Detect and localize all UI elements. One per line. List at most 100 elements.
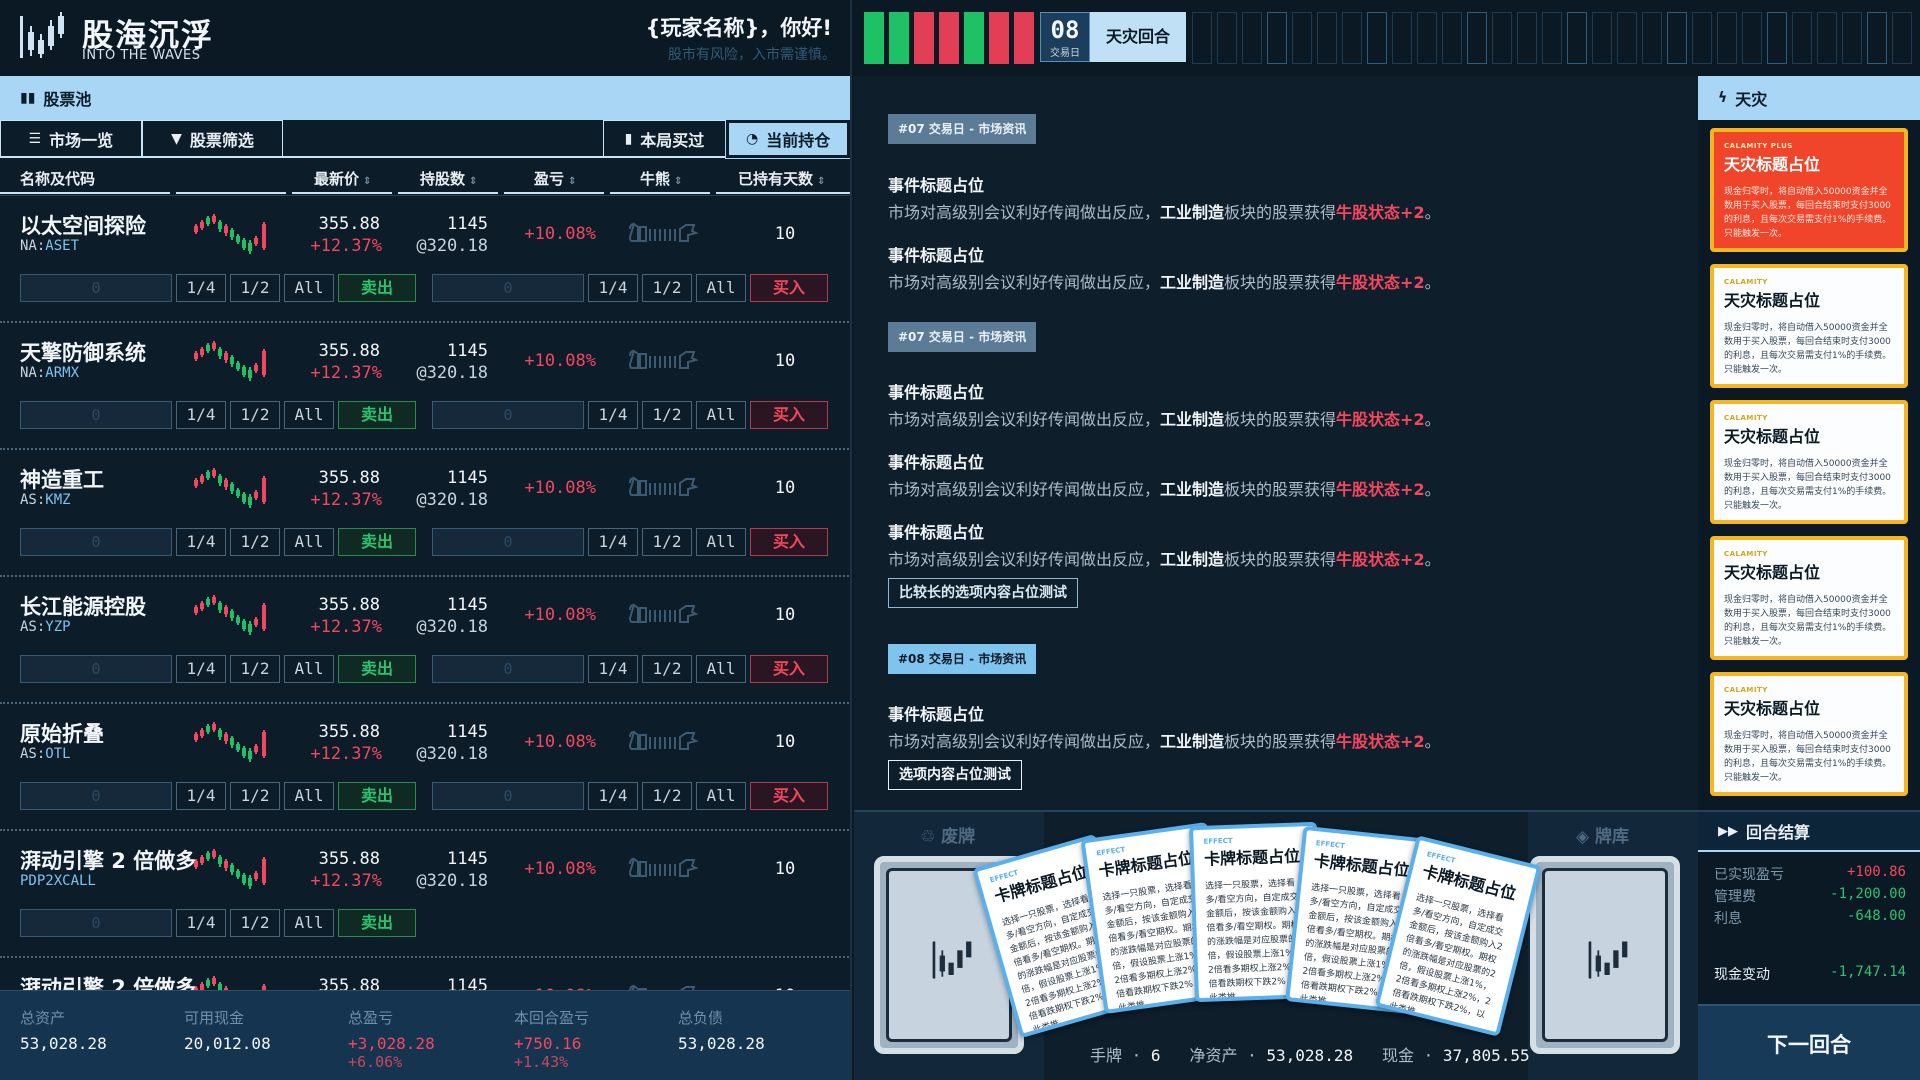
buy-half-button[interactable]: 1/2 <box>642 528 692 556</box>
event-option-button[interactable]: 比较长的选项内容占位测试 <box>888 578 1078 608</box>
sell-amount-input[interactable]: 0 <box>20 909 172 937</box>
deck-label: ◈ 牌库 <box>1576 827 1629 847</box>
stock-row[interactable]: 原始折叠 AS:OTL 355.88 +12.37% 1145 @320.18 … <box>0 704 850 831</box>
sell-all-button[interactable]: All <box>284 401 334 429</box>
buy-half-button[interactable]: 1/2 <box>642 655 692 683</box>
deck-pile[interactable] <box>1530 856 1680 1054</box>
sell-button[interactable]: 卖出 <box>338 401 416 429</box>
col-shares[interactable]: 持股数 ⇕ <box>420 170 478 188</box>
calamity-card[interactable]: CALAMITY 天灾标题占位 现金归零时，将自动借入50000资金并全数用于买… <box>1710 264 1908 388</box>
sell-button[interactable]: 卖出 <box>338 528 416 556</box>
sell-all-button[interactable]: All <box>284 782 334 810</box>
sell-all-button[interactable]: All <box>284 528 334 556</box>
tab-market-overview[interactable]: ☰ 市场一览 <box>0 120 142 158</box>
card-title: 卡牌标题占位 <box>1203 846 1301 869</box>
sell-quarter-button[interactable]: 1/4 <box>176 528 226 556</box>
stat-available-cash: 可用现金 20,012.08 <box>184 1009 271 1053</box>
stock-row[interactable]: 天擎防御系统 NA:ARMX 355.88 +12.37% 1145 @320.… <box>0 323 850 450</box>
buy-quarter-button[interactable]: 1/4 <box>588 655 638 683</box>
buy-half-button[interactable]: 1/2 <box>642 782 692 810</box>
col-name[interactable]: 名称及代码 <box>20 170 96 188</box>
tab-label: 市场一览 <box>49 131 114 150</box>
buy-button[interactable]: 买入 <box>750 401 828 429</box>
stock-change: +12.37% <box>310 744 382 764</box>
calamity-badge: CALAMITY <box>1724 550 1768 558</box>
sell-half-button[interactable]: 1/2 <box>230 401 280 429</box>
buy-amount-input[interactable]: 0 <box>432 528 584 556</box>
sell-half-button[interactable]: 1/2 <box>230 528 280 556</box>
card-hand-area: ♲ 废牌 ◈ 牌库 EFFECT 卡牌标题占位 选择一只股票，选择看多/看空方向… <box>854 810 1698 1080</box>
tab-current-holdings[interactable]: ◔ 当前持仓 <box>725 119 850 159</box>
buy-quarter-button[interactable]: 1/4 <box>588 782 638 810</box>
buy-amount-input[interactable]: 0 <box>432 401 584 429</box>
buy-quarter-button[interactable]: 1/4 <box>588 401 638 429</box>
buy-half-button[interactable]: 1/2 <box>642 274 692 302</box>
stock-row[interactable]: 长江能源控股 AS:YZP 355.88 +12.37% 1145 @320.1… <box>0 577 850 704</box>
sell-button[interactable]: 卖出 <box>338 909 416 937</box>
buy-button[interactable]: 买入 <box>750 782 828 810</box>
tab-bought-this-game[interactable]: ▮ 本局买过 <box>602 120 727 158</box>
past-day-cell <box>1014 12 1034 64</box>
sell-amount-input[interactable]: 0 <box>20 401 172 429</box>
sell-amount-input[interactable]: 0 <box>20 274 172 302</box>
buy-half-button[interactable]: 1/2 <box>642 401 692 429</box>
stock-row[interactable]: 神造重工 AS:KMZ 355.88 +12.37% 1145 @320.18 … <box>0 450 850 577</box>
sell-quarter-button[interactable]: 1/4 <box>176 274 226 302</box>
stock-row[interactable]: 湃动引擎 2 倍做多 PDP2XCALL 355.88 +12.37% 1145… <box>0 831 850 958</box>
sell-all-button[interactable]: All <box>284 909 334 937</box>
sell-half-button[interactable]: 1/2 <box>230 274 280 302</box>
buy-button[interactable]: 买入 <box>750 655 828 683</box>
future-day-cell <box>1792 12 1812 64</box>
future-day-cell <box>1542 12 1562 64</box>
sell-quarter-button[interactable]: 1/4 <box>176 401 226 429</box>
col-days-held[interactable]: 已持有天数 ⇕ <box>738 170 826 188</box>
sell-half-button[interactable]: 1/2 <box>230 655 280 683</box>
calamity-card[interactable]: CALAMITY 天灾标题占位 现金归零时，将自动借入50000资金并全数用于买… <box>1710 536 1908 660</box>
next-round-button[interactable]: 下一回合 <box>1698 1004 1920 1080</box>
sell-half-button[interactable]: 1/2 <box>230 909 280 937</box>
sell-quarter-button[interactable]: 1/4 <box>176 782 226 810</box>
sell-button[interactable]: 卖出 <box>338 782 416 810</box>
sell-all-button[interactable]: All <box>284 655 334 683</box>
sell-button[interactable]: 卖出 <box>338 274 416 302</box>
buy-button[interactable]: 买入 <box>750 274 828 302</box>
calamity-card[interactable]: CALAMITY 天灾标题占位 现金归零时，将自动借入50000资金并全数用于买… <box>1710 400 1908 524</box>
buy-all-button[interactable]: All <box>696 528 746 556</box>
buy-all-button[interactable]: All <box>696 401 746 429</box>
sell-half-button[interactable]: 1/2 <box>230 782 280 810</box>
sell-button[interactable]: 卖出 <box>338 655 416 683</box>
buy-amount-input[interactable]: 0 <box>432 782 584 810</box>
buy-quarter-button[interactable]: 1/4 <box>588 274 638 302</box>
stock-row[interactable]: 湃动引擎 2 倍做多 PDP2XCALL 355.88 +12.37% 1145… <box>0 958 850 990</box>
stock-row[interactable]: 以太空间探险 NA:ASET 355.88 +12.37% 1145 @320.… <box>0 196 850 323</box>
stock-shares: 1145 <box>447 341 488 361</box>
top-bar: 股海沉浮 INTO THE WAVES {玩家名称}，你好! 股市有风险，入市需… <box>0 0 850 76</box>
discard-pile[interactable] <box>874 856 1024 1054</box>
tab-stock-filter[interactable]: ▼ 股票筛选 <box>141 120 284 158</box>
col-bull-bear[interactable]: 牛熊 ⇕ <box>640 170 683 188</box>
sell-all-button[interactable]: All <box>284 274 334 302</box>
calamity-card[interactable]: CALAMITY 天灾标题占位 现金归零时，将自动借入50000资金并全数用于买… <box>1710 672 1908 796</box>
sell-quarter-button[interactable]: 1/4 <box>176 655 226 683</box>
stock-price: 355.88 <box>318 976 380 990</box>
bull-bear-meter-icon <box>628 476 698 496</box>
calamity-round-label: 天灾回合 <box>1090 12 1186 62</box>
buy-amount-input[interactable]: 0 <box>432 655 584 683</box>
buy-all-button[interactable]: All <box>696 274 746 302</box>
buy-amount-input[interactable]: 0 <box>432 274 584 302</box>
col-price[interactable]: 最新价 ⇕ <box>314 170 372 188</box>
buy-all-button[interactable]: All <box>696 655 746 683</box>
sell-amount-input[interactable]: 0 <box>20 782 172 810</box>
future-day-cell <box>1617 12 1637 64</box>
sell-quarter-button[interactable]: 1/4 <box>176 909 226 937</box>
buy-all-button[interactable]: All <box>696 782 746 810</box>
stock-pnl: +10.08% <box>520 986 596 990</box>
buy-quarter-button[interactable]: 1/4 <box>588 528 638 556</box>
calamity-plus-card[interactable]: CALAMITY PLUS 天灾标题占位 现金归零时，将自动借入50000资金并… <box>1710 128 1908 252</box>
sell-amount-input[interactable]: 0 <box>20 528 172 556</box>
stock-name: 神造重工 <box>20 468 104 492</box>
sell-amount-input[interactable]: 0 <box>20 655 172 683</box>
col-pnl[interactable]: 盈亏 ⇕ <box>534 170 577 188</box>
event-option-button[interactable]: 选项内容占位测试 <box>888 760 1022 790</box>
buy-button[interactable]: 买入 <box>750 528 828 556</box>
